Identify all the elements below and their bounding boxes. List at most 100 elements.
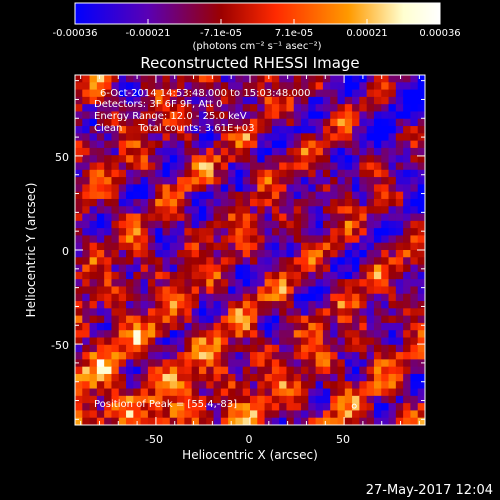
heatmap-cell [89,308,98,317]
heatmap-cell [96,235,105,244]
heatmap-cell [359,126,368,134]
heatmap-cell [242,293,251,302]
heatmap-cell [235,104,244,113]
heatmap-cell [235,388,244,397]
heatmap-cell [308,286,317,295]
heatmap-cell [250,184,258,193]
heatmap-cell [410,279,419,288]
heatmap-cell [344,147,353,156]
heatmap-cell [235,286,244,295]
heatmap-cell [403,162,412,171]
heatmap-cell [235,133,244,142]
heatmap-cell [381,198,390,207]
heatmap-cell [381,271,390,280]
x-tick-label: -50 [145,433,163,446]
heatmap-cell [352,213,360,222]
heatmap-cell [198,242,207,251]
heatmap-cell [388,271,397,280]
heatmap-cell [213,410,222,419]
heatmap-cell [228,279,237,288]
heatmap-cell [118,257,127,266]
heatmap-cell [322,250,331,258]
heatmap-cell [147,359,156,368]
heatmap-cell [330,279,339,288]
heatmap-cell [140,228,149,237]
heatmap-cell [301,147,309,156]
heatmap-cell [315,337,324,346]
heatmap-cell [315,366,324,375]
heatmap-cell [220,308,229,317]
x-tick-label: 50 [336,433,350,446]
heatmap-cell [293,322,302,331]
heatmap-cell [286,184,295,193]
heatmap-cell [308,381,317,390]
heatmap-cell [250,264,258,273]
heatmap-cell [184,330,193,339]
heatmap-cell [220,235,229,244]
heatmap-cell [315,293,324,302]
heatmap-cell [220,359,229,368]
heatmap-cell [235,403,244,412]
heatmap-cell [96,118,105,127]
heatmap-cell [271,198,280,207]
heatmap-cell [373,162,382,171]
heatmap-cell [75,191,83,200]
heatmap-cell [410,257,419,266]
heatmap-cell [228,366,237,375]
heatmap-cell [308,250,317,258]
heatmap-cell [330,308,339,317]
heatmap-cell [322,264,331,273]
heatmap-cell [75,352,83,360]
heatmap-cell [286,111,295,120]
heatmap-cell [169,286,178,295]
heatmap-cell [177,257,185,266]
heatmap-cell [75,293,83,302]
heatmap-cell [366,403,375,412]
annotation-energy-range: Energy Range: 12.0 - 25.0 keV [94,111,247,122]
heatmap-cell [373,337,382,346]
heatmap-cell [403,359,412,368]
heatmap-cell [118,359,127,368]
heatmap-cell [177,155,185,164]
heatmap-cell [228,104,237,113]
heatmap-cell [279,344,288,353]
heatmap-cell [388,147,397,156]
heatmap-cell [403,104,412,113]
heatmap-cell [286,279,295,288]
heatmap-cell [206,111,215,120]
heatmap-cell [118,388,127,397]
heatmap-cell [352,155,360,164]
heatmap-cell [177,403,185,412]
heatmap-cell [133,228,142,237]
heatmap-cell [366,198,375,207]
heatmap-cell [250,395,258,404]
heatmap-cell [315,330,324,339]
heatmap-cell [279,155,288,164]
heatmap-cell [198,213,207,222]
heatmap-cell [96,264,105,273]
heatmap-cell [293,228,302,237]
heatmap-cell [315,286,324,295]
heatmap-cell [344,395,353,404]
y-tick-label: 50 [55,151,69,164]
heatmap-cell [286,257,295,266]
heatmap-cell [250,366,258,375]
heatmap-cell [344,315,353,324]
heatmap-cell [228,388,237,397]
heatmap-cell [198,337,207,346]
heatmap-cell [337,286,346,295]
heatmap-cell [155,140,164,149]
heatmap-cell [337,75,346,83]
heatmap-cell [228,184,237,193]
heatmap-cell [75,395,83,404]
heatmap-cell [410,118,419,127]
heatmap-cell [75,330,83,339]
heatmap-cell [410,198,419,207]
heatmap-cell [250,271,258,280]
heatmap-cell [301,344,309,353]
heatmap-cell [293,279,302,288]
heatmap-cell [417,235,425,244]
heatmap-cell [301,250,309,258]
heatmap-cell [301,104,309,113]
heatmap-cell [133,315,142,324]
